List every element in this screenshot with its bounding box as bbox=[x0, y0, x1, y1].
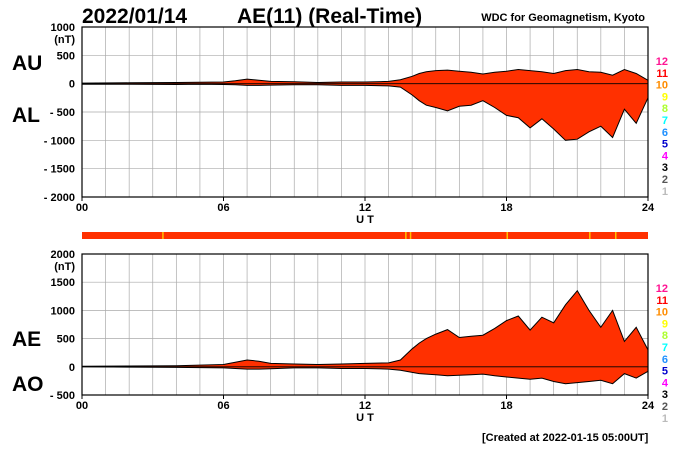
y-tick-label: 500 bbox=[57, 334, 75, 346]
y-tick-label: 0 bbox=[69, 362, 75, 374]
status-flag-mark bbox=[162, 232, 164, 239]
station-count-label: 7 bbox=[662, 342, 668, 354]
x-tick-label: 18 bbox=[500, 400, 512, 412]
x-tick-label: 24 bbox=[642, 202, 655, 214]
status-flag-mark bbox=[614, 232, 617, 239]
series-line-ae bbox=[81, 289, 649, 367]
station-count-label: 6 bbox=[662, 354, 668, 366]
status-flag-mark bbox=[506, 232, 508, 239]
station-count-label: 9 bbox=[662, 318, 668, 330]
station-count-label: 12 bbox=[656, 56, 668, 68]
unit-label: (nT) bbox=[54, 261, 75, 273]
x-tick-label: 06 bbox=[217, 400, 229, 412]
chart-title: AE(11) (Real-Time) bbox=[237, 5, 423, 28]
station-count-label: 5 bbox=[662, 366, 668, 378]
y-tick-label: 1000 bbox=[51, 305, 75, 317]
x-tick-label: 12 bbox=[359, 400, 371, 412]
x-axis-label: U T bbox=[356, 412, 374, 424]
ae-label: AE bbox=[12, 328, 42, 351]
station-count-label: 1 bbox=[662, 413, 668, 425]
ao-label: AO bbox=[12, 373, 44, 396]
y-tick-label: 500 bbox=[57, 50, 75, 62]
organization-label: WDC for Geomagnetism, Kyoto bbox=[481, 12, 645, 24]
data-status-bar bbox=[82, 232, 648, 239]
x-tick-label: 00 bbox=[76, 202, 88, 214]
station-count-label: 8 bbox=[662, 330, 668, 342]
area-fill-ae-ao bbox=[82, 290, 648, 384]
au-label: AU bbox=[12, 52, 43, 75]
station-count-label: 11 bbox=[656, 295, 668, 307]
station-count-label: 10 bbox=[656, 307, 668, 319]
status-flag-mark bbox=[409, 232, 412, 239]
station-count-label: 4 bbox=[662, 150, 669, 162]
y-tick-label: - 1500 bbox=[44, 164, 75, 176]
x-axis-label: U T bbox=[356, 214, 374, 226]
status-flag-mark bbox=[405, 232, 407, 239]
station-count-label: 6 bbox=[662, 127, 668, 139]
x-tick-label: 00 bbox=[76, 400, 88, 412]
station-count-label: 3 bbox=[662, 389, 668, 401]
station-count-label: 2 bbox=[662, 174, 668, 186]
y-tick-label: 1000 bbox=[51, 22, 75, 34]
created-timestamp: [Created at 2022-01-15 05:00UT] bbox=[482, 432, 649, 444]
y-tick-label: - 2000 bbox=[44, 192, 75, 204]
area-fill-au-al bbox=[82, 69, 648, 141]
series-line-ao bbox=[81, 366, 649, 385]
station-count-label: 3 bbox=[662, 162, 668, 174]
station-count-label: 5 bbox=[662, 139, 668, 151]
y-tick-label: - 500 bbox=[50, 390, 75, 402]
x-tick-label: 18 bbox=[500, 202, 512, 214]
station-count-label: 10 bbox=[656, 80, 668, 92]
station-count-label: 9 bbox=[662, 91, 668, 103]
station-count-label: 7 bbox=[662, 115, 668, 127]
series-line-al bbox=[82, 83, 649, 141]
station-count-label: 11 bbox=[656, 68, 668, 80]
date-label: 2022/01/14 bbox=[82, 5, 188, 28]
y-tick-label: - 500 bbox=[50, 107, 75, 119]
x-tick-label: 12 bbox=[359, 202, 371, 214]
al-label: AL bbox=[12, 104, 40, 127]
station-count-label: 4 bbox=[662, 377, 669, 389]
x-tick-label: 06 bbox=[217, 202, 229, 214]
y-tick-label: 2000 bbox=[51, 249, 75, 261]
y-tick-label: 1500 bbox=[51, 277, 75, 289]
unit-label: (nT) bbox=[54, 34, 75, 46]
y-tick-label: 0 bbox=[69, 79, 75, 91]
series-line-au bbox=[81, 68, 649, 84]
station-count-label: 8 bbox=[662, 103, 668, 115]
station-count-label: 12 bbox=[656, 283, 668, 295]
station-count-label: 1 bbox=[662, 186, 668, 198]
y-tick-label: - 1000 bbox=[44, 135, 75, 147]
status-flag-mark bbox=[589, 232, 591, 239]
station-count-label: 2 bbox=[662, 401, 668, 413]
x-tick-label: 24 bbox=[642, 400, 655, 412]
